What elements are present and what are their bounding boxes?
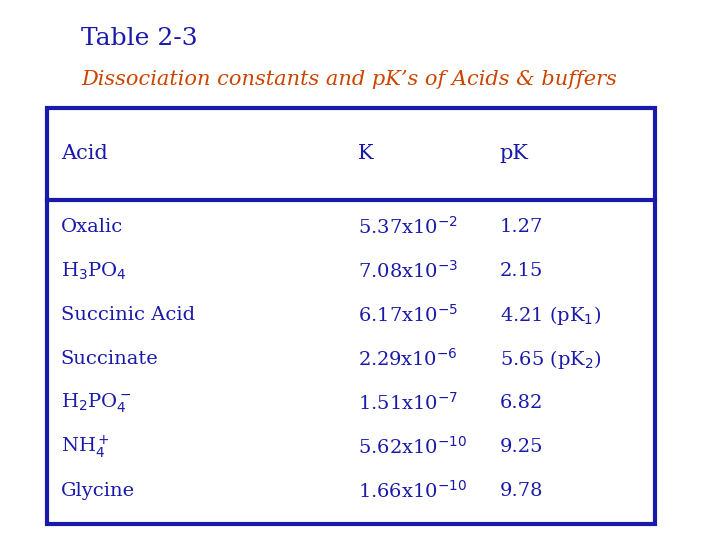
- Text: 5.62x10$^{-10}$: 5.62x10$^{-10}$: [358, 436, 467, 458]
- Text: 1.51x10$^{-7}$: 1.51x10$^{-7}$: [358, 392, 458, 414]
- Text: 9.78: 9.78: [500, 482, 543, 500]
- Text: Oxalic: Oxalic: [60, 218, 123, 236]
- Text: Glycine: Glycine: [60, 482, 135, 500]
- Text: 2.29x10$^{-6}$: 2.29x10$^{-6}$: [358, 348, 458, 370]
- Text: NH$_4^+$: NH$_4^+$: [60, 434, 109, 461]
- Text: pK: pK: [500, 144, 528, 164]
- Text: K: K: [358, 144, 374, 164]
- Text: Acid: Acid: [60, 144, 107, 164]
- Text: H$_3$PO$_4$: H$_3$PO$_4$: [60, 260, 126, 282]
- Text: 7.08x10$^{-3}$: 7.08x10$^{-3}$: [358, 260, 458, 282]
- Text: 6.17x10$^{-5}$: 6.17x10$^{-5}$: [358, 304, 458, 326]
- Text: 6.82: 6.82: [500, 394, 543, 412]
- Text: 2.15: 2.15: [500, 262, 543, 280]
- Text: Succinic Acid: Succinic Acid: [60, 306, 195, 324]
- Text: 5.37x10$^{-2}$: 5.37x10$^{-2}$: [358, 216, 458, 238]
- Text: 1.66x10$^{-10}$: 1.66x10$^{-10}$: [358, 480, 467, 502]
- FancyBboxPatch shape: [48, 108, 655, 524]
- Text: H$_2$PO$_4^-$: H$_2$PO$_4^-$: [60, 392, 131, 415]
- Text: Succinate: Succinate: [60, 350, 158, 368]
- Text: Table 2-3: Table 2-3: [81, 27, 198, 50]
- Text: 5.65 (pK$_2$): 5.65 (pK$_2$): [500, 348, 601, 370]
- Text: 9.25: 9.25: [500, 438, 543, 456]
- Text: 1.27: 1.27: [500, 218, 543, 236]
- Text: Dissociation constants and pK’s of Acids & buffers: Dissociation constants and pK’s of Acids…: [81, 70, 617, 89]
- Text: 4.21 (pK$_1$): 4.21 (pK$_1$): [500, 303, 600, 327]
